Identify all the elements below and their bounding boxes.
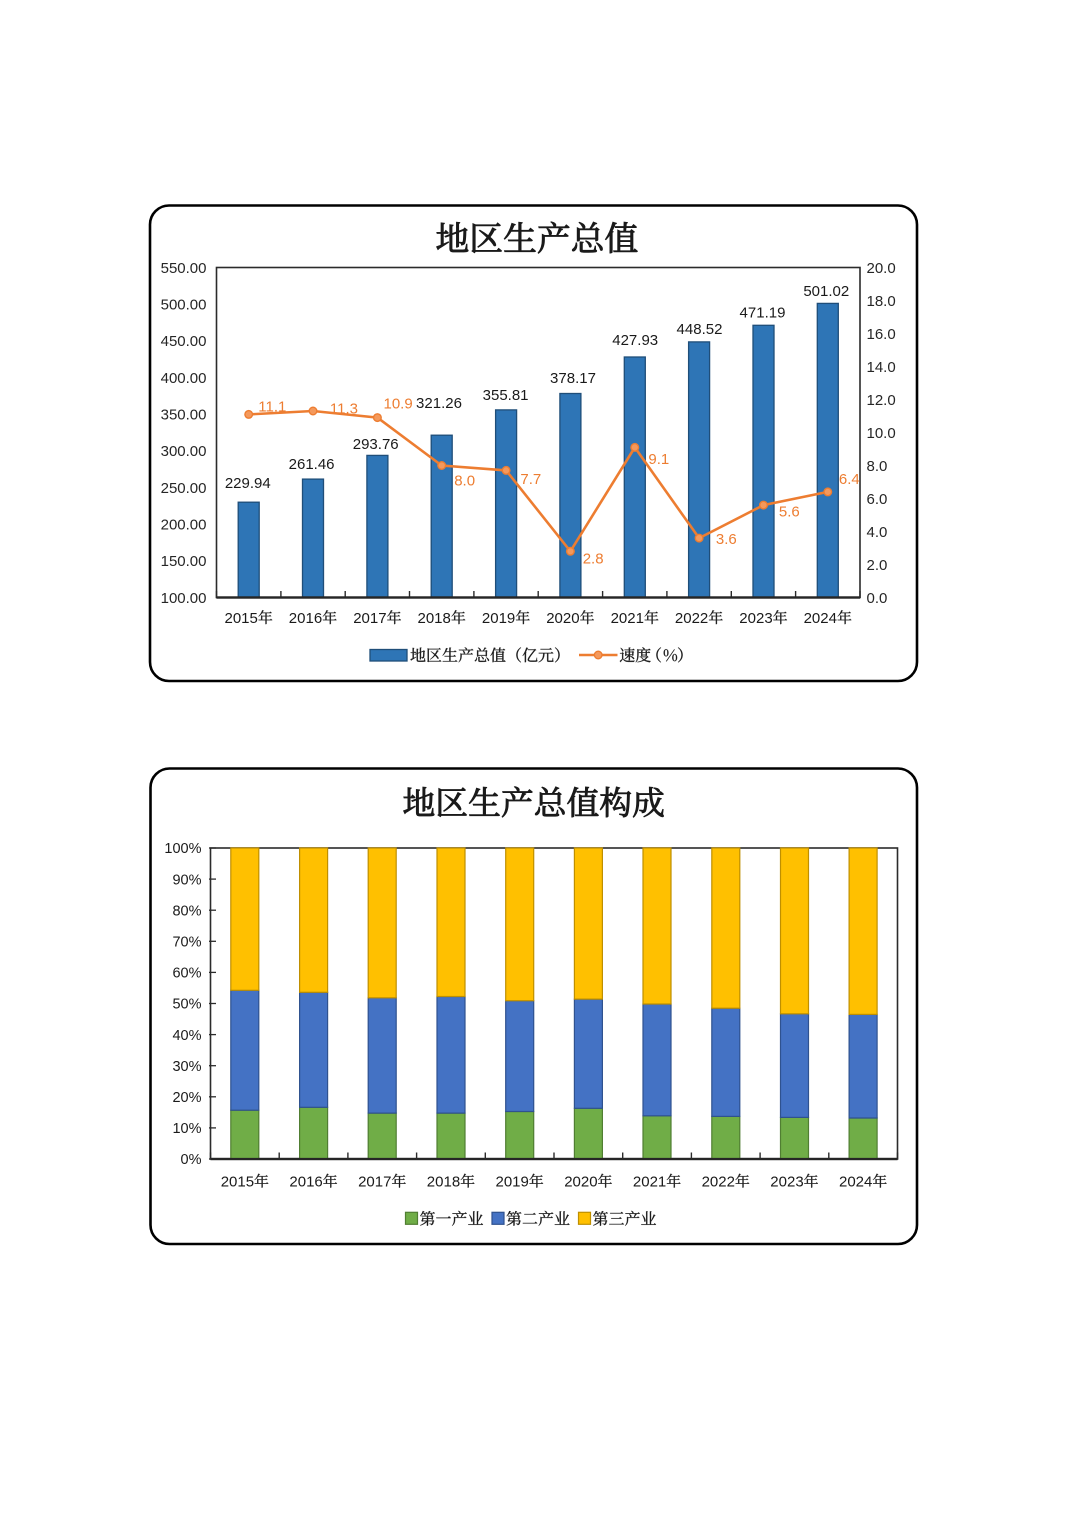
svg-text:30%: 30% bbox=[172, 1059, 201, 1075]
svg-text:40%: 40% bbox=[172, 1028, 201, 1044]
svg-text:2017: 2017 bbox=[353, 610, 386, 627]
svg-text:10.0: 10.0 bbox=[867, 425, 896, 442]
svg-text:400.00: 400.00 bbox=[161, 370, 207, 387]
svg-text:14.0: 14.0 bbox=[867, 359, 896, 376]
svg-text:150.00: 150.00 bbox=[161, 553, 207, 570]
svg-text:20%: 20% bbox=[172, 1090, 201, 1106]
svg-text:6.4: 6.4 bbox=[839, 471, 860, 488]
svg-text:500.00: 500.00 bbox=[161, 297, 207, 314]
svg-text:70%: 70% bbox=[172, 935, 201, 951]
svg-text:2015: 2015 bbox=[225, 610, 258, 627]
svg-text:2023: 2023 bbox=[739, 610, 772, 627]
svg-text:2018: 2018 bbox=[427, 1174, 460, 1191]
svg-text:2015: 2015 bbox=[221, 1174, 254, 1191]
svg-text:2016: 2016 bbox=[289, 1174, 322, 1191]
svg-text:12.0: 12.0 bbox=[867, 392, 896, 409]
svg-text:90%: 90% bbox=[172, 872, 201, 888]
svg-text:2.0: 2.0 bbox=[867, 557, 888, 574]
svg-text:2018: 2018 bbox=[418, 610, 451, 627]
svg-text:471.19: 471.19 bbox=[740, 305, 786, 322]
svg-text:9.1: 9.1 bbox=[648, 451, 669, 468]
svg-text:80%: 80% bbox=[172, 903, 201, 919]
svg-text:2019: 2019 bbox=[482, 610, 515, 627]
svg-text:2022: 2022 bbox=[675, 610, 708, 627]
svg-text:50%: 50% bbox=[172, 997, 201, 1013]
svg-text:261.46: 261.46 bbox=[289, 456, 335, 473]
svg-text:378.17: 378.17 bbox=[550, 370, 596, 387]
svg-text:6.0: 6.0 bbox=[867, 491, 888, 508]
svg-text:427.93: 427.93 bbox=[612, 332, 658, 349]
svg-text:448.52: 448.52 bbox=[677, 321, 723, 338]
svg-text:11.1: 11.1 bbox=[258, 399, 286, 416]
svg-text:300.00: 300.00 bbox=[161, 443, 207, 460]
svg-text:200.00: 200.00 bbox=[161, 517, 207, 534]
svg-text:4.0: 4.0 bbox=[867, 524, 888, 541]
svg-text:2020: 2020 bbox=[546, 610, 579, 627]
svg-text:2023: 2023 bbox=[770, 1174, 803, 1191]
svg-text:2020: 2020 bbox=[564, 1174, 597, 1191]
svg-text:8.0: 8.0 bbox=[867, 458, 888, 475]
svg-text:10.9: 10.9 bbox=[384, 396, 413, 413]
svg-text:16.0: 16.0 bbox=[867, 326, 896, 343]
svg-text:2019: 2019 bbox=[496, 1174, 529, 1191]
svg-text:100.00: 100.00 bbox=[161, 590, 207, 607]
svg-text:3.6: 3.6 bbox=[716, 531, 737, 548]
svg-text:20.0: 20.0 bbox=[867, 260, 896, 277]
svg-text:8.0: 8.0 bbox=[454, 473, 475, 490]
svg-text:2016: 2016 bbox=[289, 610, 322, 627]
svg-text:100%: 100% bbox=[164, 841, 201, 857]
svg-text:450.00: 450.00 bbox=[161, 333, 207, 350]
svg-text:293.76: 293.76 bbox=[353, 436, 399, 453]
svg-text:7.7: 7.7 bbox=[520, 471, 541, 488]
svg-text:350.00: 350.00 bbox=[161, 407, 207, 424]
svg-text:321.26: 321.26 bbox=[416, 395, 462, 412]
svg-text:60%: 60% bbox=[172, 966, 201, 982]
svg-text:2024: 2024 bbox=[839, 1174, 872, 1191]
svg-text:2021: 2021 bbox=[633, 1174, 666, 1191]
svg-text:2.8: 2.8 bbox=[583, 550, 604, 567]
svg-text:2022: 2022 bbox=[702, 1174, 735, 1191]
svg-text:2024: 2024 bbox=[804, 610, 837, 627]
svg-text:501.02: 501.02 bbox=[803, 283, 849, 300]
svg-text:2017: 2017 bbox=[358, 1174, 391, 1191]
svg-text:11.3: 11.3 bbox=[330, 400, 358, 417]
svg-text:550.00: 550.00 bbox=[161, 260, 207, 277]
svg-text:5.6: 5.6 bbox=[779, 504, 800, 521]
svg-text:250.00: 250.00 bbox=[161, 480, 207, 497]
svg-text:0%: 0% bbox=[181, 1152, 202, 1168]
svg-text:229.94: 229.94 bbox=[225, 475, 271, 492]
svg-text:2021: 2021 bbox=[611, 610, 644, 627]
svg-text:0.0: 0.0 bbox=[867, 590, 888, 607]
svg-text:10%: 10% bbox=[172, 1121, 201, 1137]
svg-text:18.0: 18.0 bbox=[867, 293, 896, 310]
svg-text:355.81: 355.81 bbox=[483, 387, 529, 404]
